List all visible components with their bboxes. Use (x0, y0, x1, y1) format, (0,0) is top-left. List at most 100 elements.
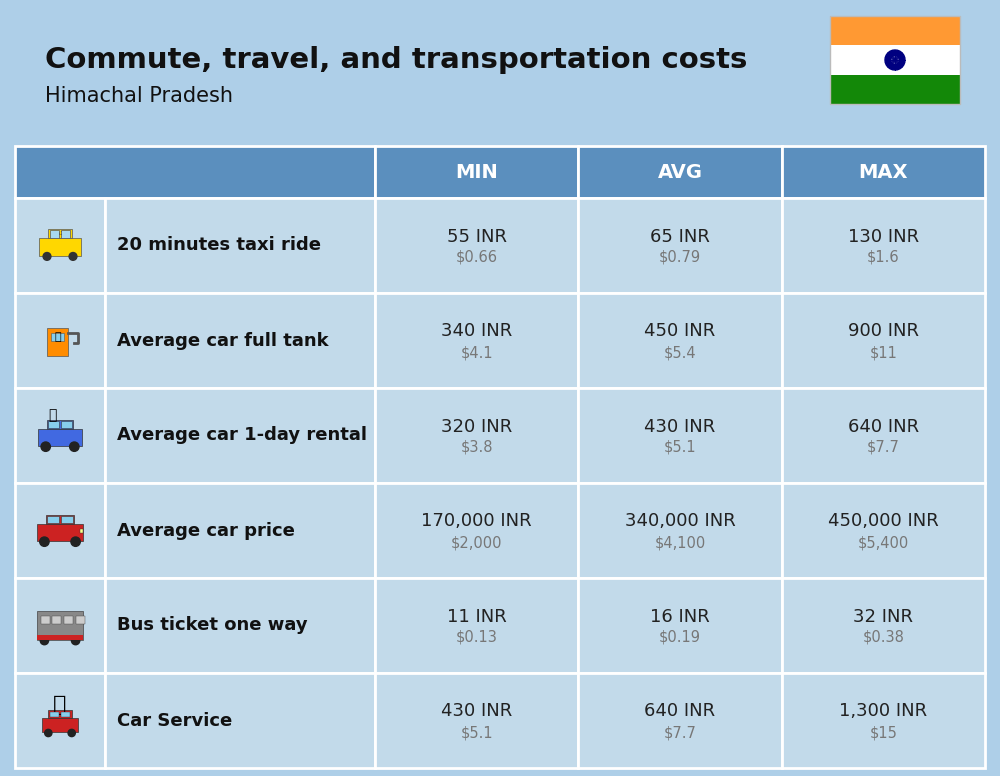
Text: Commute, travel, and transportation costs: Commute, travel, and transportation cost… (45, 46, 747, 74)
Text: 65 INR: 65 INR (650, 227, 710, 245)
Bar (47, 516, 59, 524)
Bar (375, 146, 578, 198)
Text: AVG: AVG (658, 162, 702, 182)
Bar (105, 388, 375, 483)
Bar (37, 635, 83, 639)
Text: $2,000: $2,000 (451, 535, 502, 550)
Text: 🔑: 🔑 (48, 408, 56, 422)
Text: $5,400: $5,400 (858, 535, 909, 550)
Circle shape (68, 729, 75, 736)
Bar (15, 578, 105, 673)
Bar (105, 673, 375, 768)
Text: 640 INR: 640 INR (848, 417, 919, 435)
Bar (578, 198, 782, 293)
Text: 640 INR: 640 INR (644, 702, 716, 720)
Bar (39, 237, 81, 256)
Text: 11 INR: 11 INR (447, 608, 507, 625)
Text: $5.1: $5.1 (664, 440, 696, 455)
Bar (105, 483, 375, 578)
Bar (105, 293, 375, 388)
Bar (47, 420, 73, 429)
Text: 170,000 INR: 170,000 INR (421, 512, 532, 531)
Text: $7.7: $7.7 (664, 725, 696, 740)
Circle shape (40, 537, 49, 546)
Circle shape (45, 729, 52, 736)
Text: 1,300 INR: 1,300 INR (839, 702, 927, 720)
Text: Himachal Pradesh: Himachal Pradesh (45, 86, 233, 106)
Circle shape (892, 57, 898, 63)
Text: Average car full tank: Average car full tank (117, 331, 329, 349)
Bar (15, 673, 105, 768)
Bar (578, 578, 782, 673)
Bar (50, 230, 59, 237)
Bar (782, 388, 985, 483)
Text: 130 INR: 130 INR (848, 227, 919, 245)
Bar (37, 611, 83, 639)
Bar (830, 45, 960, 74)
Text: $1.6: $1.6 (867, 250, 900, 265)
Bar (782, 293, 985, 388)
Bar (48, 421, 59, 428)
Text: $0.19: $0.19 (659, 630, 701, 645)
Text: 340 INR: 340 INR (441, 323, 512, 341)
Circle shape (69, 252, 77, 260)
Bar (375, 578, 578, 673)
Text: $5.4: $5.4 (664, 345, 696, 360)
Bar (578, 146, 782, 198)
Bar (15, 146, 375, 198)
Bar (375, 388, 578, 483)
Bar (64, 616, 73, 624)
Bar (375, 198, 578, 293)
Text: $0.79: $0.79 (659, 250, 701, 265)
Bar (782, 673, 985, 768)
Circle shape (71, 636, 80, 645)
Bar (48, 229, 72, 237)
Text: $3.8: $3.8 (460, 440, 493, 455)
Bar (15, 388, 105, 483)
Bar (48, 710, 72, 718)
Bar (42, 718, 78, 733)
Text: 450,000 INR: 450,000 INR (828, 512, 939, 531)
Bar (51, 333, 64, 341)
Bar (782, 198, 985, 293)
Bar (47, 327, 68, 356)
Text: MIN: MIN (455, 162, 498, 182)
Bar (37, 524, 83, 541)
Text: TAXI: TAXI (52, 230, 68, 236)
Text: Bus ticket one way: Bus ticket one way (117, 616, 308, 635)
Bar (76, 616, 85, 624)
Bar (830, 74, 960, 104)
Bar (15, 198, 105, 293)
Bar (52, 616, 61, 624)
Bar (105, 578, 375, 673)
Bar (578, 673, 782, 768)
Circle shape (40, 636, 49, 645)
Text: $0.38: $0.38 (862, 630, 904, 645)
Bar (15, 483, 105, 578)
Bar (61, 516, 73, 524)
Bar (61, 421, 72, 428)
Circle shape (70, 442, 79, 452)
Bar (782, 483, 985, 578)
Text: MAX: MAX (859, 162, 908, 182)
Text: $15: $15 (869, 725, 897, 740)
Bar (61, 712, 70, 717)
Bar (578, 293, 782, 388)
Bar (38, 429, 82, 446)
Bar (80, 529, 83, 533)
Text: 55 INR: 55 INR (447, 227, 507, 245)
Text: 💧: 💧 (54, 331, 61, 341)
Text: 430 INR: 430 INR (644, 417, 716, 435)
Text: $4,100: $4,100 (654, 535, 706, 550)
Text: 450 INR: 450 INR (644, 323, 716, 341)
Bar (50, 712, 59, 717)
Bar (375, 483, 578, 578)
Bar (830, 16, 960, 45)
Circle shape (885, 50, 905, 70)
Bar (578, 388, 782, 483)
Bar (830, 16, 960, 104)
Bar (782, 578, 985, 673)
Bar (375, 673, 578, 768)
Text: $4.1: $4.1 (460, 345, 493, 360)
Text: 🔧: 🔧 (53, 695, 67, 715)
